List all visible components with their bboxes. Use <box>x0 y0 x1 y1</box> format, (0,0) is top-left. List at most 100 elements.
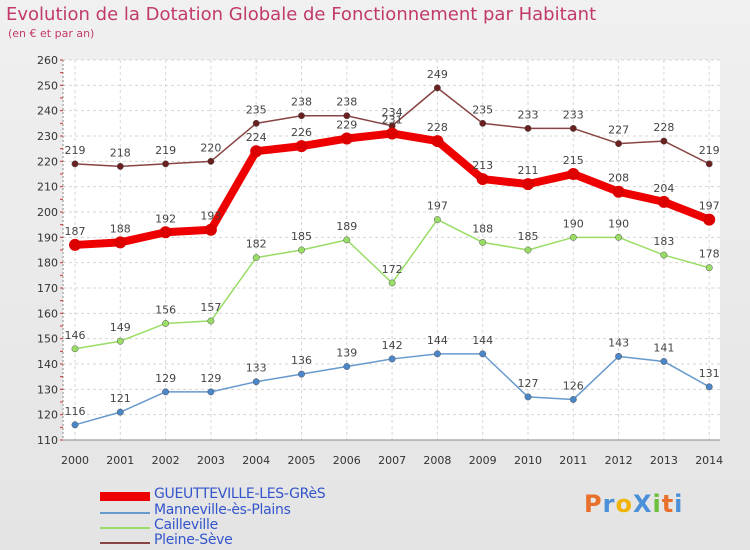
y-tick-label: 220 <box>37 155 58 168</box>
y-tick-label: 210 <box>37 181 58 194</box>
y-tick-label: 110 <box>37 434 58 447</box>
data-label: 238 <box>336 96 357 109</box>
y-tick-label: 200 <box>37 206 58 219</box>
x-tick-label: 2002 <box>152 454 180 467</box>
data-point <box>250 145 263 158</box>
data-point <box>660 251 668 259</box>
data-label: 185 <box>518 230 539 243</box>
data-label: 185 <box>291 230 312 243</box>
proxiti-logo: ProXiti <box>584 490 683 518</box>
legend-label: Cailleville <box>154 517 218 533</box>
data-point <box>343 363 351 370</box>
data-label: 235 <box>246 103 267 116</box>
data-label: 129 <box>155 372 176 385</box>
data-label: 224 <box>246 131 267 144</box>
y-tick-label: 240 <box>37 105 58 118</box>
data-label: 231 <box>382 113 403 126</box>
data-point <box>524 124 532 132</box>
data-label: 226 <box>291 126 312 139</box>
legend-swatch <box>100 512 150 514</box>
data-point <box>612 185 625 198</box>
data-label: 183 <box>653 235 674 248</box>
y-tick-label: 120 <box>37 409 58 422</box>
legend-swatch <box>100 527 150 529</box>
data-point <box>252 119 260 127</box>
logo-letter: t <box>661 490 675 518</box>
x-tick-label: 2000 <box>61 454 89 467</box>
chart-title: Evolution de la Dotation Globale de Fonc… <box>6 4 597 25</box>
x-tick-label: 2007 <box>378 454 406 467</box>
x-tick-label: 2001 <box>106 454 134 467</box>
data-point <box>615 140 623 148</box>
data-point <box>479 119 487 127</box>
x-tick-label: 2013 <box>650 454 678 467</box>
data-label: 219 <box>155 144 176 157</box>
y-tick-label: 190 <box>37 231 58 244</box>
y-tick-label: 180 <box>37 257 58 270</box>
data-label: 215 <box>563 154 584 167</box>
data-label: 197 <box>699 200 720 213</box>
data-label: 234 <box>382 106 403 119</box>
data-label: 188 <box>472 222 493 235</box>
x-tick-label: 2006 <box>333 454 361 467</box>
data-point <box>116 337 124 345</box>
data-point <box>298 370 305 378</box>
data-point <box>295 140 308 153</box>
data-label: 146 <box>65 329 86 342</box>
y-tick-label: 140 <box>37 358 58 371</box>
data-label: 139 <box>336 347 357 360</box>
x-tick-label: 2012 <box>605 454 633 467</box>
data-point <box>615 352 623 360</box>
data-point <box>114 236 127 249</box>
data-point <box>660 358 668 365</box>
data-label: 213 <box>472 159 493 172</box>
data-point <box>207 388 215 396</box>
y-tick-label: 130 <box>37 383 58 396</box>
data-label: 233 <box>563 108 584 121</box>
data-label: 136 <box>291 354 312 367</box>
data-label: 235 <box>472 103 493 116</box>
y-tick-label: 260 <box>37 54 58 67</box>
x-tick-label: 2011 <box>559 454 587 467</box>
data-label: 218 <box>110 146 131 159</box>
data-point <box>660 137 668 145</box>
data-point <box>433 216 441 224</box>
data-label: 133 <box>246 362 267 375</box>
data-point <box>162 160 170 168</box>
data-point <box>569 396 577 403</box>
data-point <box>388 279 396 287</box>
data-label: 188 <box>110 222 131 235</box>
logo-letter: P <box>584 490 603 518</box>
data-point <box>567 168 580 180</box>
data-point <box>388 355 396 363</box>
data-label: 197 <box>427 200 448 213</box>
x-tick-label: 2004 <box>242 454 270 467</box>
data-point <box>386 127 399 140</box>
data-point <box>298 246 305 254</box>
x-tick-label: 2005 <box>288 454 316 467</box>
data-point <box>343 112 351 120</box>
data-label: 228 <box>427 121 448 134</box>
legend-label: GUEUTTEVILLE-LES-GRèS <box>154 486 326 502</box>
x-tick-label: 2008 <box>423 454 451 467</box>
data-point <box>162 320 170 327</box>
data-point <box>204 223 217 236</box>
logo-letter: r <box>602 490 616 518</box>
data-point <box>433 84 441 92</box>
data-point <box>69 238 81 251</box>
data-point <box>71 160 79 168</box>
y-tick-label: 170 <box>37 282 58 295</box>
data-label: 249 <box>427 68 448 81</box>
x-tick-label: 2003 <box>197 454 225 467</box>
data-label: 192 <box>155 212 176 225</box>
chart-subtitle: (en € et par an) <box>8 27 95 40</box>
data-label: 228 <box>653 121 674 134</box>
data-label: 227 <box>608 124 629 137</box>
data-label: 204 <box>653 182 674 195</box>
data-point <box>705 160 713 168</box>
data-point <box>252 254 260 262</box>
data-point <box>116 408 124 416</box>
y-tick-label: 250 <box>37 79 58 92</box>
data-point <box>162 388 170 396</box>
